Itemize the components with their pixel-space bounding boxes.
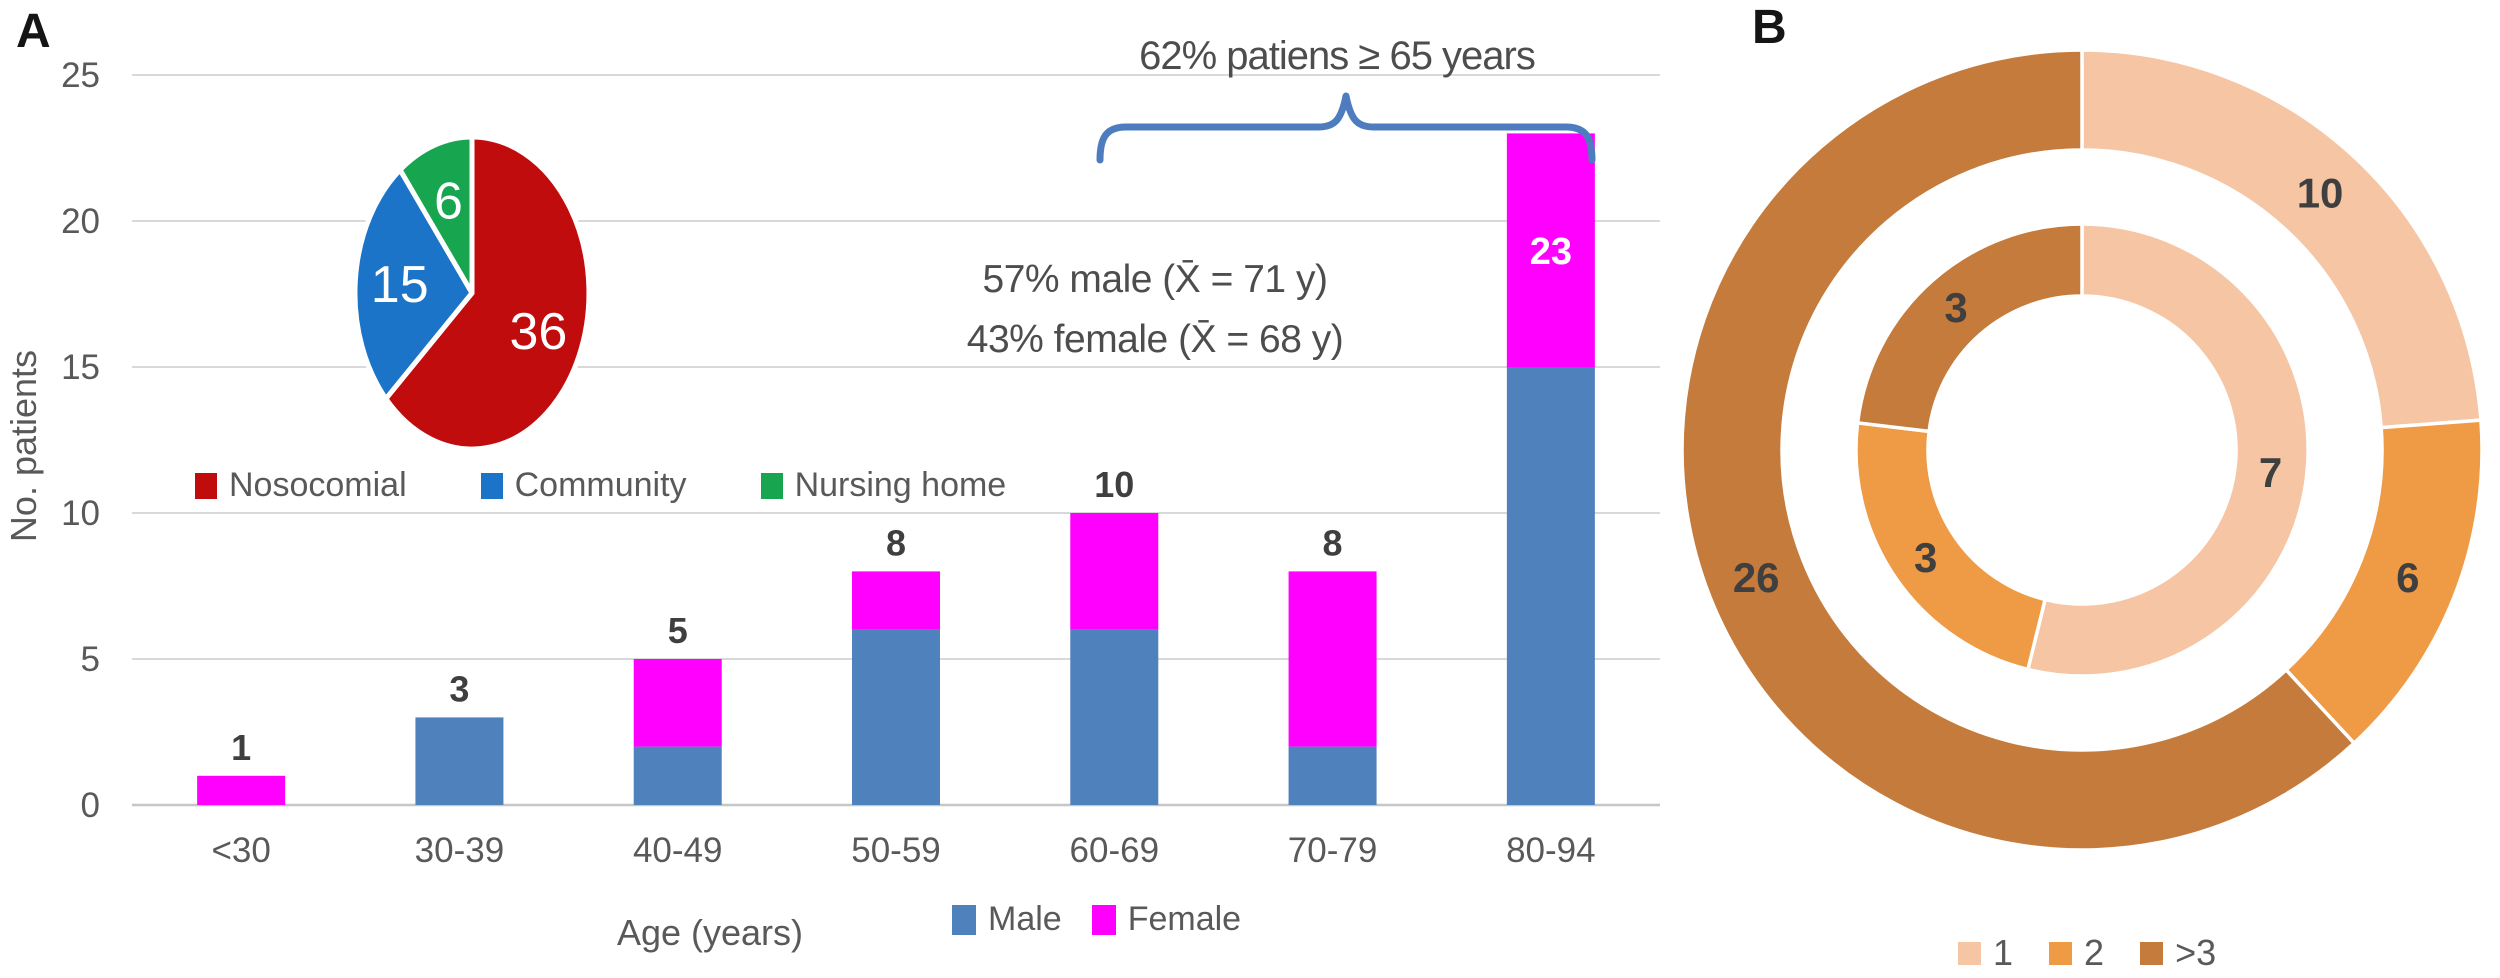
bar-male-60-69[interactable] <box>1070 629 1159 805</box>
legend-swatch-Nosocomial <box>195 472 217 499</box>
bar-male-80-94[interactable] <box>1506 367 1595 805</box>
donut-outer-segment-2[interactable] <box>2283 418 2484 746</box>
y-tick-label-10: 10 <box>61 494 100 533</box>
pie-legend: Nosocomial Community Nursing home <box>195 466 1006 505</box>
donut-inner-segment-1[interactable] <box>2025 222 2310 678</box>
y-tick-label-5: 5 <box>81 640 100 679</box>
bar-total-50-59: 8 <box>886 522 906 563</box>
bar-female-<30[interactable] <box>197 775 286 805</box>
x-tick-label-60-69: 60-69 <box>1070 831 1160 870</box>
legend-label: 2 <box>2084 932 2105 973</box>
annotation-female-stat: 43% female (X̄ = 68 y) <box>966 318 1344 361</box>
legend-item-2[interactable]: 2 <box>2049 932 2104 974</box>
legend-item-Community[interactable]: Community <box>480 466 687 505</box>
legend-label: Male <box>988 900 1062 938</box>
pie-slice-Community[interactable] <box>352 167 475 402</box>
pie-value-Nursing home: 6 <box>434 173 463 231</box>
bar-male-30-39[interactable] <box>415 717 504 805</box>
pie-value-Community: 15 <box>371 256 429 314</box>
bar-female-50-59[interactable] <box>852 571 940 630</box>
donut-inner-value-2: 3 <box>1914 534 1937 581</box>
bracket-65plus <box>1096 92 1596 164</box>
legend-label: Nosocomial <box>229 466 407 504</box>
bar-male-40-49[interactable] <box>633 746 722 805</box>
x-tick-label-30-39: 30-39 <box>415 831 505 870</box>
annotation-age65: 62% patiens ≥ 65 years <box>1139 34 1536 78</box>
x-tick-label-80-94: 80-94 <box>1506 831 1596 870</box>
legend-item-Nosocomial[interactable]: Nosocomial <box>195 466 407 505</box>
legend-item-Male[interactable]: Male <box>952 900 1062 939</box>
legend-label: Community <box>514 466 687 504</box>
legend-item-Nursing home[interactable]: Nursing home <box>760 466 1007 505</box>
legend-swatch-Female <box>1091 904 1116 935</box>
panel-a-label: A <box>16 5 51 58</box>
x-tick-label-50-59: 50-59 <box>851 831 941 870</box>
y-tick-label-0: 0 <box>81 786 100 825</box>
legend-item-1[interactable]: 1 <box>1958 932 2013 974</box>
donut-inner-value-1: 7 <box>2259 449 2282 496</box>
bar-female-40-49[interactable] <box>633 659 722 747</box>
donut-legend: 1 2 >3 <box>1958 932 2216 974</box>
legend-label: Female <box>1127 900 1242 938</box>
x-tick-label-70-79: 70-79 <box>1288 831 1378 870</box>
bar-total-40-49: 5 <box>668 610 688 651</box>
legend-swatch-Community <box>480 472 503 499</box>
legend-swatch-1 <box>1958 941 1981 965</box>
donut-outer-segment->3[interactable] <box>1680 48 2357 852</box>
y-axis-title: No. patients <box>3 349 44 543</box>
pie-value-Nosocomial: 36 <box>510 303 568 361</box>
x-tick-label-<30: <30 <box>211 831 270 870</box>
legend-swatch-Nursing home <box>760 472 783 499</box>
x-tick-label-40-49: 40-49 <box>633 831 723 870</box>
legend-item-Female[interactable]: Female <box>1091 900 1242 939</box>
bar-female-80-94[interactable] <box>1506 133 1595 367</box>
annotation-male-stat: 57% male (X̄ = 71 y) <box>982 258 1328 301</box>
bar-legend: Male Female <box>952 900 1241 939</box>
donut-inner-segment-2[interactable] <box>1854 420 2048 672</box>
donut-inner-segment->3[interactable] <box>1855 222 2084 434</box>
bar-total-70-79: 8 <box>1323 522 1343 563</box>
bar-female-70-79[interactable] <box>1288 571 1377 747</box>
bar-male-70-79[interactable] <box>1288 746 1377 805</box>
pie-slice-Nursing home[interactable] <box>397 134 475 296</box>
legend-swatch-Male <box>952 904 976 935</box>
y-tick-label-20: 20 <box>61 202 100 241</box>
legend-label: 1 <box>1993 932 2014 973</box>
x-axis-title: Age (years) <box>616 912 804 953</box>
donut-inner-value->3: 3 <box>1944 284 1967 331</box>
donut-outer-value->3: 26 <box>1733 554 1780 601</box>
legend-item->3[interactable]: >3 <box>2140 932 2216 974</box>
bar-total-<30: 1 <box>231 727 251 768</box>
legend-label: Nursing home <box>794 466 1007 504</box>
pie-slice-Nosocomial[interactable] <box>383 134 592 452</box>
legend-swatch->3 <box>2140 941 2164 965</box>
annotation-sex-stats: 57% male (X̄ = 71 y) 43% female (X̄ = 68… <box>905 250 1405 370</box>
donut-outer-value-1: 10 <box>2297 169 2344 216</box>
bar-total-60-69: 10 <box>1094 464 1134 505</box>
legend-label: >3 <box>2175 932 2217 973</box>
y-tick-label-25: 25 <box>61 56 100 95</box>
bar-total-30-39: 3 <box>449 668 469 709</box>
legend-swatch-2 <box>2049 941 2073 965</box>
donut-outer-value-2: 6 <box>2396 554 2419 601</box>
y-tick-label-15: 15 <box>61 348 100 387</box>
bar-total-inside-80-94: 23 <box>1530 231 1572 273</box>
bar-male-50-59[interactable] <box>852 629 940 805</box>
bar-female-60-69[interactable] <box>1070 513 1159 630</box>
panel-b-label: B <box>1752 1 1787 54</box>
